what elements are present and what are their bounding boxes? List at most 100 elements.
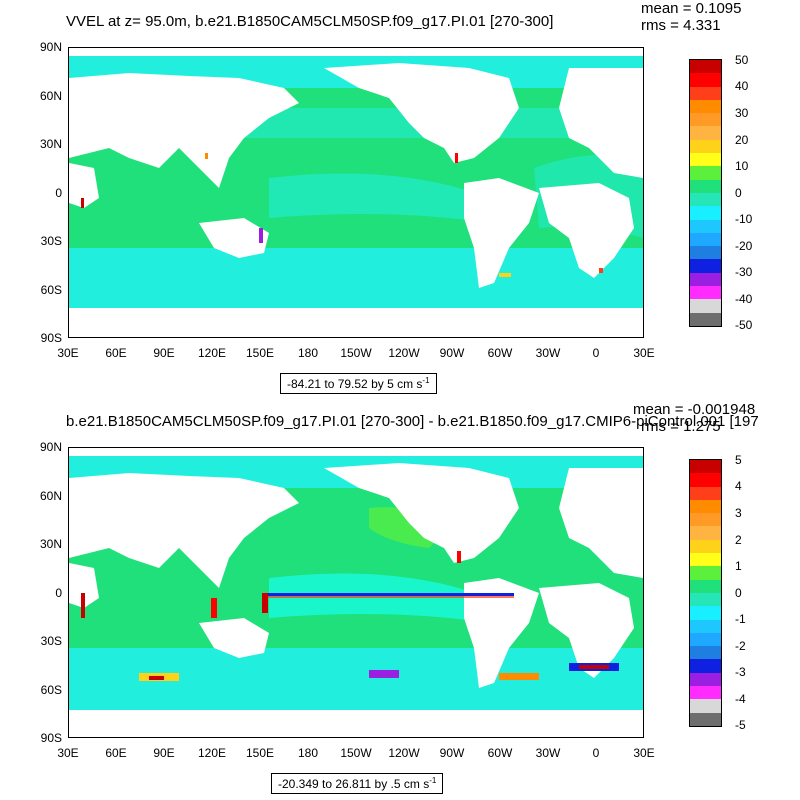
colorbar-swatch	[690, 686, 721, 700]
colorbar-label: 0	[735, 586, 742, 600]
map-plot	[68, 447, 644, 738]
lat-label: 30S	[40, 634, 62, 648]
colorbar-swatch	[690, 86, 721, 100]
colorbar-swatch	[690, 99, 721, 114]
colorbar-label: 5	[735, 453, 742, 467]
colorbar-swatch	[690, 113, 721, 127]
ocean-field-map	[69, 48, 643, 337]
panel-title: VVEL at z= 95.0m, b.e21.B1850CAM5CLM50SP…	[66, 13, 554, 30]
lon-label: 30W	[535, 346, 561, 360]
lon-label: 90E	[153, 746, 175, 760]
lat-label: 30N	[39, 537, 62, 551]
colorbar-label: 4	[735, 479, 742, 493]
colorbar-label: -30	[735, 265, 753, 279]
colorbar-swatch	[690, 60, 721, 74]
colorbar-swatch	[690, 579, 721, 593]
panel-top: VVEL at z= 95.0m, b.e21.B1850CAM5CLM50SP…	[39, 0, 753, 394]
lon-label: 120W	[388, 346, 420, 360]
colorbar-swatch	[690, 592, 721, 607]
lat-label: 60S	[40, 283, 62, 297]
colorbar-label: 20	[735, 133, 749, 147]
colorbar-label: -4	[735, 692, 746, 706]
colorbar-swatch	[690, 606, 721, 620]
colorbar-label: -1	[735, 612, 746, 626]
colorbar-swatch	[690, 566, 721, 580]
mean-stat: mean = -0.001948	[633, 401, 756, 418]
lat-label: 60S	[40, 683, 62, 697]
lat-label: 90S	[40, 731, 62, 745]
lon-label: 0	[592, 746, 600, 760]
lon-label: 180	[297, 346, 319, 360]
lon-label: 60E	[105, 346, 127, 360]
colorbar-swatch	[690, 153, 721, 167]
colorbar-swatch	[690, 473, 721, 487]
lat-label: 0	[55, 586, 62, 600]
colorbar	[689, 459, 722, 727]
lon-label: 120W	[388, 746, 420, 760]
range-sup: -1	[422, 376, 430, 385]
colorbar-swatch	[690, 619, 721, 633]
colorbar-swatch	[690, 699, 721, 713]
lon-label: 0	[592, 346, 600, 360]
colorbar-swatch	[690, 299, 721, 313]
colorbar-swatch	[690, 526, 721, 540]
map-plot	[68, 47, 644, 338]
lon-label: 150W	[340, 746, 372, 760]
colorbar-label: 50	[735, 53, 749, 67]
colorbar-label: -2	[735, 639, 746, 653]
colorbar-label: -20	[735, 239, 753, 253]
lon-label: 90W	[439, 346, 465, 360]
colorbar-swatch	[690, 286, 721, 300]
colorbar-swatch	[690, 272, 721, 287]
colorbar-swatch	[690, 139, 721, 154]
colorbar-swatch	[690, 179, 721, 193]
lon-label: 30E	[633, 746, 655, 760]
lon-label: 30E	[633, 346, 655, 360]
colorbar-swatch	[690, 499, 721, 514]
lon-label: 120E	[197, 346, 227, 360]
colorbar	[689, 59, 722, 327]
colorbar-swatch	[690, 712, 721, 726]
lon-label: 150E	[245, 346, 275, 360]
colorbar-swatch	[690, 460, 721, 474]
colorbar-swatch	[690, 219, 721, 233]
lon-label: 60W	[487, 746, 513, 760]
colorbar-swatch	[690, 672, 721, 687]
colorbar-swatches	[689, 59, 722, 327]
lon-label: 30W	[535, 746, 561, 760]
lon-label: 60W	[487, 346, 513, 360]
colorbar-label: -50	[735, 318, 753, 332]
lat-label: 90N	[39, 440, 62, 454]
colorbar-label: -10	[735, 212, 753, 226]
colorbar-swatch	[690, 486, 721, 500]
colorbar-swatch	[690, 192, 721, 207]
colorbar-label: 10	[735, 159, 749, 173]
colorbar-label: -5	[735, 718, 746, 732]
rms-stat: rms = 4.331	[641, 17, 721, 34]
colorbar-label: 30	[735, 106, 749, 120]
range-text: -84.21 to 79.52 by 5 cm s	[287, 377, 423, 391]
colorbar-label: 3	[735, 506, 742, 520]
contour-range-box: -84.21 to 79.52 by 5 cm s-1	[280, 373, 437, 394]
colorbar-swatch	[690, 73, 721, 87]
ocean-field-map	[69, 448, 643, 737]
colorbar-label: 2	[735, 533, 742, 547]
mean-stat: mean = 0.1095	[641, 0, 742, 17]
colorbar-swatch	[690, 632, 721, 647]
colorbar-swatch	[690, 553, 721, 567]
lon-label: 30E	[57, 746, 79, 760]
lon-label: 90W	[439, 746, 465, 760]
lat-label: 30N	[39, 137, 62, 151]
colorbar-swatch	[690, 659, 721, 673]
lon-label: 180	[297, 746, 319, 760]
colorbar-swatch	[690, 259, 721, 273]
panel-title: b.e21.B1850CAM5CLM50SP.f09_g17.PI.01 [27…	[66, 413, 759, 430]
colorbar-swatch	[690, 126, 721, 140]
colorbar-swatch	[690, 646, 721, 660]
lat-label: 0	[55, 186, 62, 200]
contour-range-box: -20.349 to 26.811 by .5 cm s-1	[271, 773, 444, 794]
colorbar-swatch	[690, 246, 721, 260]
colorbar-swatch	[690, 513, 721, 527]
lat-label: 60N	[39, 89, 62, 103]
colorbar-swatch	[690, 206, 721, 220]
